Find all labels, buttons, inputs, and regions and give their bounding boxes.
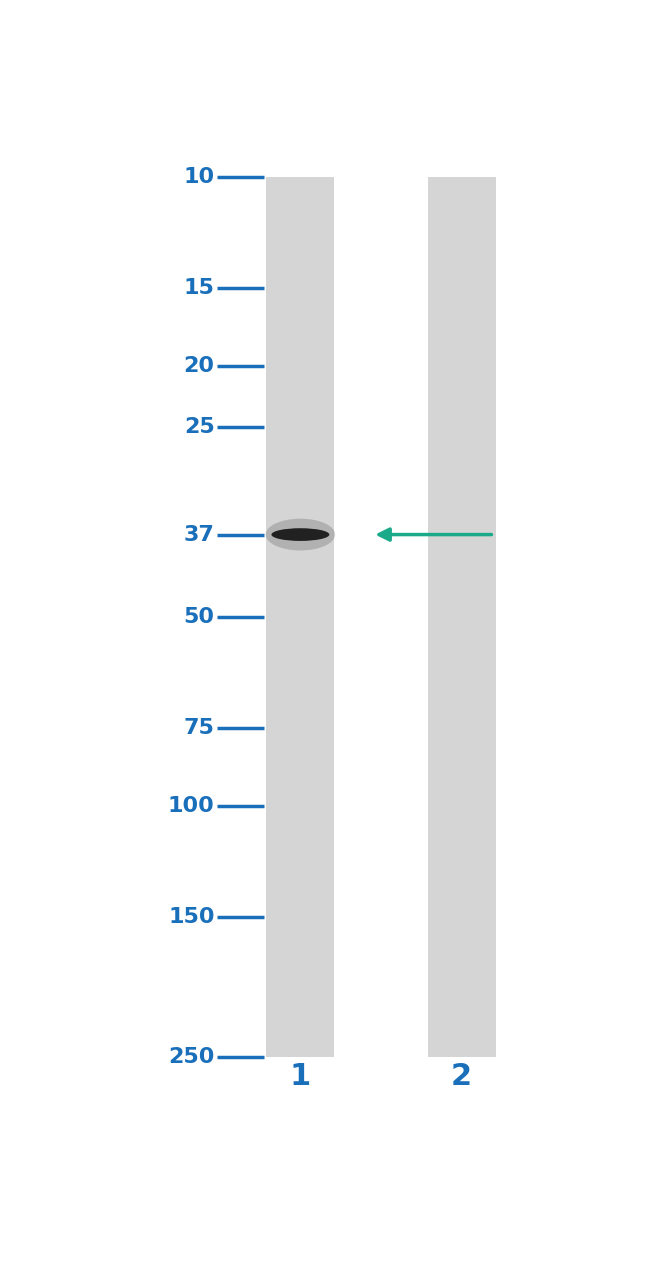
Text: 15: 15: [184, 278, 214, 297]
Text: 250: 250: [168, 1046, 214, 1067]
Text: 50: 50: [184, 607, 214, 627]
Text: 37: 37: [184, 525, 214, 545]
Text: 100: 100: [168, 796, 215, 817]
Ellipse shape: [266, 518, 335, 550]
Text: 1: 1: [290, 1062, 311, 1091]
Text: 150: 150: [168, 907, 214, 927]
Text: 25: 25: [184, 418, 214, 437]
Text: 10: 10: [183, 166, 214, 187]
Ellipse shape: [272, 528, 330, 541]
Text: 2: 2: [451, 1062, 472, 1091]
Text: 20: 20: [184, 357, 214, 376]
Text: 75: 75: [184, 718, 214, 738]
